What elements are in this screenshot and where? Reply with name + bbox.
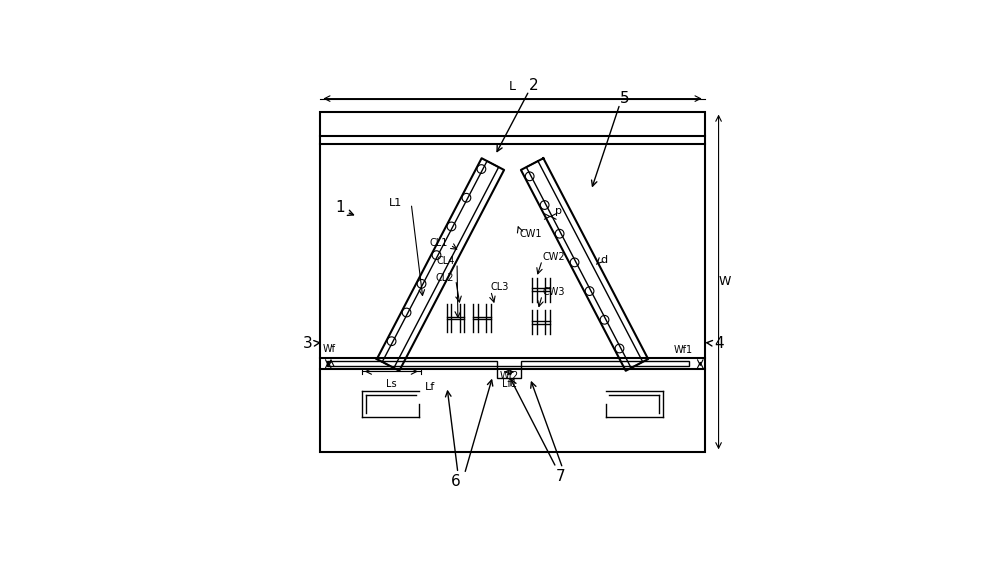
Text: 2: 2: [529, 78, 538, 93]
Text: p: p: [555, 206, 562, 216]
Text: 6: 6: [451, 475, 461, 489]
Text: L1: L1: [389, 198, 402, 209]
Text: 5: 5: [620, 91, 630, 106]
Text: CL2: CL2: [435, 273, 454, 282]
Text: CL4: CL4: [436, 256, 455, 266]
Text: d: d: [601, 255, 608, 265]
Text: 1: 1: [335, 200, 345, 215]
Bar: [497, 366, 521, 378]
Text: Wf1: Wf1: [673, 345, 692, 354]
Text: Lf1: Lf1: [502, 379, 517, 389]
Text: 3: 3: [303, 336, 313, 350]
Text: CW1: CW1: [519, 229, 542, 239]
Text: L: L: [509, 81, 516, 94]
Text: CW2: CW2: [542, 252, 565, 261]
Text: CL1: CL1: [430, 238, 448, 248]
Text: 7: 7: [556, 469, 565, 484]
Bar: [521, 361, 689, 366]
Text: Wf: Wf: [323, 344, 336, 354]
Text: CW3: CW3: [542, 286, 565, 297]
Text: Lf: Lf: [424, 382, 435, 392]
Bar: [327, 361, 497, 366]
Text: Wf2: Wf2: [499, 371, 519, 381]
Text: CL3: CL3: [491, 282, 509, 292]
Text: W: W: [719, 276, 731, 289]
Text: Ls: Ls: [386, 379, 396, 390]
Bar: [320, 112, 705, 452]
Text: 4: 4: [714, 336, 723, 350]
